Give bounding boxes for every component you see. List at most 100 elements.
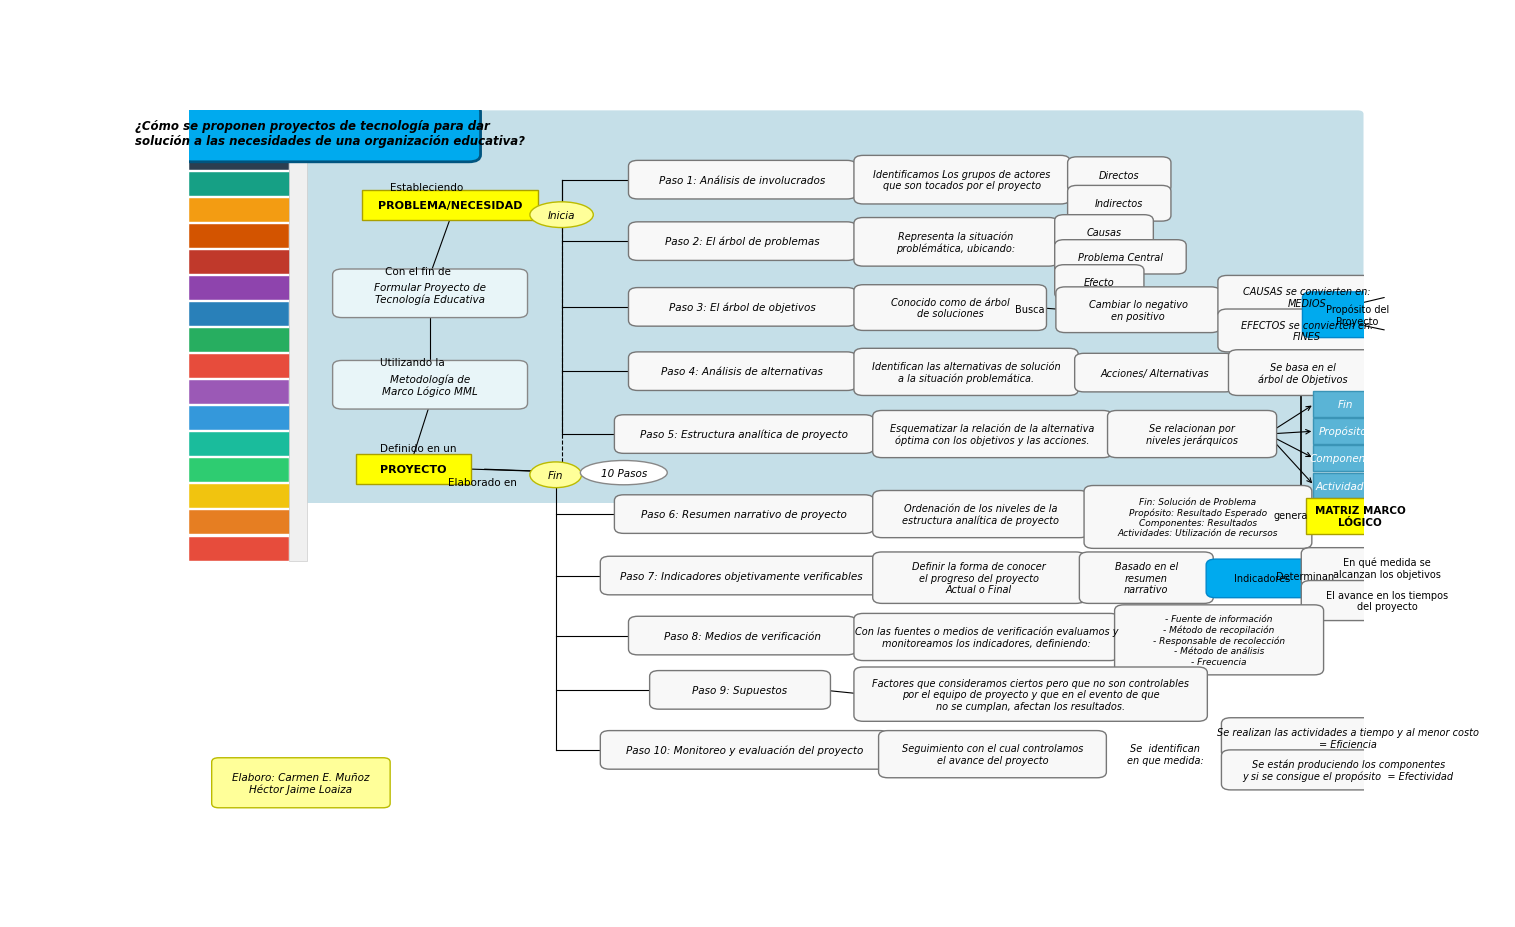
FancyBboxPatch shape (1079, 552, 1214, 603)
Text: Ordenación de los niveles de la
estructura analítica de proyecto: Ordenación de los niveles de la estructu… (903, 503, 1059, 526)
FancyBboxPatch shape (1056, 287, 1220, 333)
FancyBboxPatch shape (1314, 419, 1379, 445)
Text: Paso 1: Análisis de involucrados: Paso 1: Análisis de involucrados (659, 175, 826, 185)
Text: 10 Pasos: 10 Pasos (600, 468, 647, 478)
Text: Esquematizar la relación de la alternativa
óptima con los objetivos y las accion: Esquematizar la relación de la alternati… (891, 424, 1095, 446)
Text: Definir la forma de conocer
el progreso del proyecto
Actual o Final: Definir la forma de conocer el progreso … (912, 562, 1045, 594)
FancyBboxPatch shape (879, 730, 1106, 778)
Text: Inicia: Inicia (548, 210, 576, 221)
Text: Se realizan las actividades a tiempo y al menor costo
= Eficiencia: Se realizan las actividades a tiempo y a… (1217, 727, 1479, 749)
Text: PROBLEMA/NECESIDAD: PROBLEMA/NECESIDAD (377, 200, 523, 210)
Text: Identifican las alternativas de solución
a la situación problemática.: Identifican las alternativas de solución… (871, 362, 1060, 384)
FancyBboxPatch shape (333, 362, 527, 410)
FancyBboxPatch shape (289, 111, 1364, 514)
Text: genera: genera (1274, 510, 1307, 520)
FancyBboxPatch shape (1306, 499, 1413, 535)
FancyBboxPatch shape (189, 146, 289, 171)
FancyBboxPatch shape (1314, 473, 1379, 499)
FancyBboxPatch shape (356, 454, 471, 485)
Text: Fin: Fin (548, 470, 564, 480)
Text: Determinan: Determinan (1276, 572, 1333, 581)
FancyBboxPatch shape (650, 671, 830, 709)
Text: Con las fuentes o medios de verificación evaluamos y
monitoreamos los indicadore: Con las fuentes o medios de verificación… (854, 627, 1118, 648)
Text: Se basa en el
árbol de Objetivos: Se basa en el árbol de Objetivos (1257, 362, 1347, 385)
FancyBboxPatch shape (1068, 158, 1171, 194)
Text: Directos: Directos (1098, 171, 1139, 181)
FancyBboxPatch shape (1054, 240, 1186, 274)
Ellipse shape (530, 203, 594, 228)
FancyBboxPatch shape (1068, 186, 1171, 222)
FancyBboxPatch shape (189, 511, 297, 535)
FancyBboxPatch shape (629, 352, 856, 391)
FancyBboxPatch shape (1218, 310, 1397, 352)
FancyBboxPatch shape (1085, 486, 1312, 549)
Text: Propósito del
Proyecto: Propósito del Proyecto (1326, 304, 1389, 326)
Text: Utilizando la: Utilizando la (380, 358, 445, 367)
FancyBboxPatch shape (189, 485, 303, 509)
FancyBboxPatch shape (189, 459, 289, 483)
FancyBboxPatch shape (295, 504, 1357, 811)
FancyBboxPatch shape (873, 552, 1085, 603)
Text: Paso 8: Medios de verificación: Paso 8: Medios de verificación (664, 631, 821, 641)
FancyBboxPatch shape (854, 349, 1079, 396)
Text: Conocido como de árbol
de soluciones: Conocido como de árbol de soluciones (891, 298, 1009, 319)
FancyBboxPatch shape (1221, 750, 1476, 790)
FancyBboxPatch shape (1314, 392, 1379, 417)
FancyBboxPatch shape (189, 329, 303, 352)
Text: En qué medida se
alcanzan los objetivos: En qué medida se alcanzan los objetivos (1333, 557, 1441, 579)
FancyBboxPatch shape (189, 250, 303, 274)
FancyBboxPatch shape (1206, 560, 1320, 598)
FancyBboxPatch shape (189, 355, 297, 379)
FancyBboxPatch shape (1229, 350, 1377, 396)
Text: Paso 6: Resumen narrativo de proyecto: Paso 6: Resumen narrativo de proyecto (641, 510, 847, 519)
Text: Se relacionan por
niveles jerárquicos: Se relacionan por niveles jerárquicos (1145, 424, 1238, 446)
Text: MATRIZ MARCO
LÓGICO: MATRIZ MARCO LÓGICO (1315, 506, 1406, 527)
FancyBboxPatch shape (189, 381, 289, 405)
Text: Basado en el
resumen
narrativo: Basado en el resumen narrativo (1115, 562, 1177, 594)
Text: Estableciendo: Estableciendo (389, 183, 464, 193)
FancyBboxPatch shape (1074, 354, 1235, 392)
Text: Fin: Fin (1338, 400, 1353, 410)
Text: Fin: Solución de Problema
Propósito: Resultado Esperado
Componentes: Resultados
: Fin: Solución de Problema Propósito: Res… (1118, 497, 1279, 538)
Text: Elaborado en: Elaborado en (448, 477, 517, 488)
Text: Paso 4: Análisis de alternativas: Paso 4: Análisis de alternativas (662, 367, 823, 376)
FancyBboxPatch shape (1054, 265, 1144, 299)
FancyBboxPatch shape (1303, 293, 1413, 338)
Ellipse shape (580, 461, 667, 485)
Text: Paso 9: Supuestos: Paso 9: Supuestos (692, 685, 788, 695)
FancyBboxPatch shape (873, 411, 1112, 458)
Text: Busca: Busca (1015, 305, 1045, 314)
FancyBboxPatch shape (189, 224, 289, 248)
FancyBboxPatch shape (333, 270, 527, 318)
Text: Representa la situación
problémática, ubicando:: Representa la situación problémática, ub… (897, 231, 1015, 254)
Text: Seguimiento con el cual controlamos
el avance del proyecto: Seguimiento con el cual controlamos el a… (901, 743, 1083, 765)
FancyBboxPatch shape (854, 286, 1047, 331)
FancyBboxPatch shape (1314, 446, 1379, 472)
Text: ¿Cómo se proponen proyectos de tecnología para dar
solución a las necesidades de: ¿Cómo se proponen proyectos de tecnologí… (135, 121, 526, 148)
FancyBboxPatch shape (1301, 581, 1473, 621)
Text: Paso 5: Estructura analítica de proyecto: Paso 5: Estructura analítica de proyecto (641, 429, 848, 439)
FancyBboxPatch shape (854, 157, 1070, 205)
FancyBboxPatch shape (854, 614, 1120, 661)
Text: El avance en los tiempos
del proyecto: El avance en los tiempos del proyecto (1326, 590, 1448, 612)
FancyBboxPatch shape (189, 407, 303, 431)
FancyBboxPatch shape (1115, 605, 1324, 675)
FancyBboxPatch shape (873, 491, 1089, 538)
FancyBboxPatch shape (629, 161, 856, 199)
FancyBboxPatch shape (854, 218, 1057, 267)
FancyBboxPatch shape (1301, 548, 1473, 588)
FancyBboxPatch shape (189, 198, 297, 222)
Text: Paso 2: El árbol de problemas: Paso 2: El árbol de problemas (665, 236, 820, 248)
Text: Con el fin de: Con el fin de (385, 267, 451, 277)
Text: Paso 7: Indicadores objetivamente verificables: Paso 7: Indicadores objetivamente verifi… (621, 571, 864, 581)
Text: CAUSAS se convierten en:
MEDIOS: CAUSAS se convierten en: MEDIOS (1244, 286, 1371, 309)
FancyBboxPatch shape (1218, 276, 1397, 319)
FancyBboxPatch shape (212, 758, 391, 808)
FancyBboxPatch shape (600, 730, 889, 769)
FancyBboxPatch shape (189, 172, 303, 197)
FancyBboxPatch shape (189, 433, 297, 457)
Text: Identificamos Los grupos de actores
que son tocados por el proyecto: Identificamos Los grupos de actores que … (873, 170, 1050, 191)
Text: Acciones/ Alternativas: Acciones/ Alternativas (1100, 368, 1209, 378)
FancyBboxPatch shape (854, 667, 1207, 721)
Text: Se están produciendo los componentes
y si se consigue el propósito  = Efectivida: Se están produciendo los componentes y s… (1242, 758, 1454, 781)
